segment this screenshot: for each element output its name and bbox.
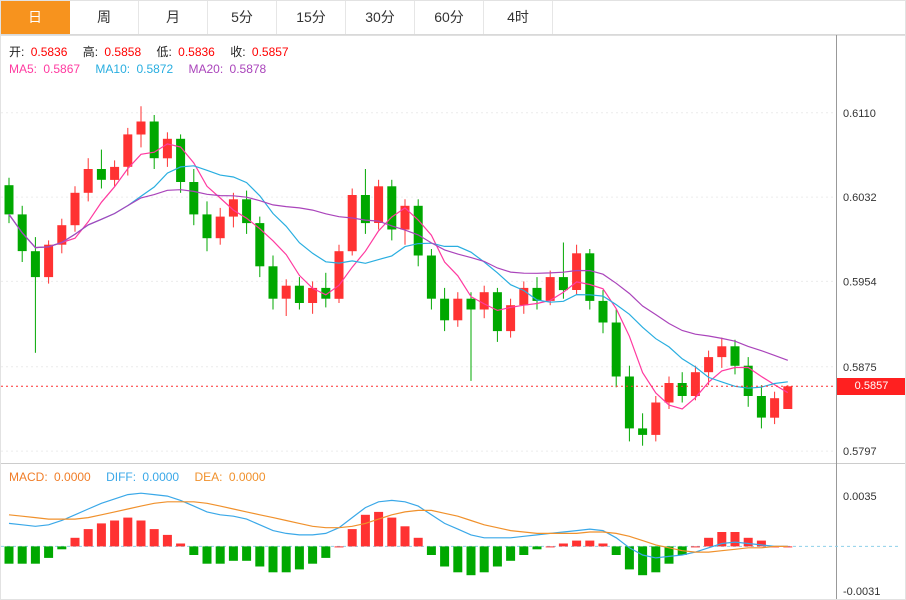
macd-readout: MACD: 0.0000 DIFF: 0.0000 DEA: 0.0000 xyxy=(9,470,278,484)
high-label: 高: xyxy=(82,45,99,59)
diff-value: 0.0000 xyxy=(142,470,180,484)
tab-日[interactable]: 日 xyxy=(1,1,70,34)
svg-text:0.5954: 0.5954 xyxy=(843,276,877,288)
ma-readout: MA5: 0.5867 MA10: 0.5872 MA20: 0.5878 xyxy=(9,62,278,76)
high-value: 0.5858 xyxy=(104,45,142,59)
low-value: 0.5836 xyxy=(178,45,215,59)
svg-text:0.5875: 0.5875 xyxy=(843,362,877,374)
diff-label: DIFF: xyxy=(106,470,137,484)
svg-text:-0.0031: -0.0031 xyxy=(843,586,880,598)
ohlc-readout: 开: 0.5836 高: 0.5858 低: 0.5836 收: 0.5857 xyxy=(9,43,301,60)
tab-30分[interactable]: 30分 xyxy=(346,1,415,34)
ma5-label: MA5: xyxy=(9,62,38,76)
tab-60分[interactable]: 60分 xyxy=(415,1,484,34)
tab-5分[interactable]: 5分 xyxy=(208,1,277,34)
ma10-label: MA10: xyxy=(95,62,131,76)
svg-text:0.6110: 0.6110 xyxy=(843,108,876,120)
tab-月[interactable]: 月 xyxy=(139,1,208,34)
tab-15分[interactable]: 15分 xyxy=(277,1,346,34)
close-value: 0.5857 xyxy=(251,45,289,59)
macd-label: MACD: xyxy=(9,470,48,484)
low-label: 低: xyxy=(156,45,172,59)
current-price-badge: 0.5857 xyxy=(837,378,905,395)
close-label: 收: xyxy=(230,45,246,59)
svg-text:0.0035: 0.0035 xyxy=(843,491,877,503)
ma20-value: 0.5878 xyxy=(229,62,267,76)
dea-value: 0.0000 xyxy=(228,470,266,484)
candlestick-macd-chart[interactable]: 0.6110 0.6032 0.5954 0.5875 0.5797 0.0035 -0.0… xyxy=(1,35,906,600)
svg-text:0.6032: 0.6032 xyxy=(843,192,877,204)
ma20-label: MA20: xyxy=(188,62,224,76)
ma5-value: 0.5867 xyxy=(43,62,81,76)
svg-text:0.5797: 0.5797 xyxy=(843,446,877,458)
interval-tabbar: 日周月 5分 15分 30分 60分 4时 xyxy=(1,1,905,35)
macd-value: 0.0000 xyxy=(54,470,91,484)
open-label: 开: xyxy=(9,45,25,59)
tab-周[interactable]: 周 xyxy=(70,1,139,34)
tab-4时[interactable]: 4时 xyxy=(484,1,553,34)
open-value: 0.5836 xyxy=(30,45,68,59)
ma10-value: 0.5872 xyxy=(136,62,174,76)
dea-label: DEA: xyxy=(194,470,223,484)
